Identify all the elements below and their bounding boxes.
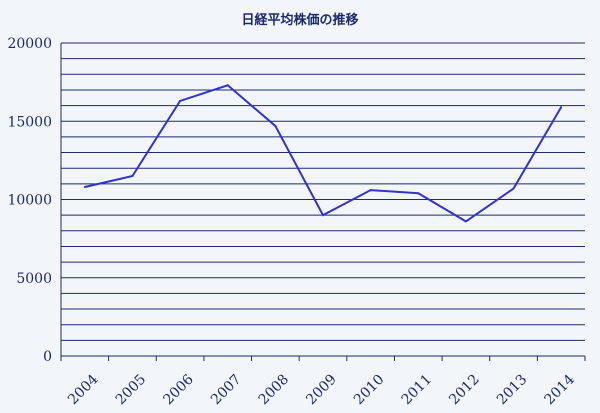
data-point — [226, 84, 229, 87]
data-series — [83, 84, 563, 223]
x-axis-ticks: 2004 2005 2006 2007 2008 2009 2010 2011 2012 2013… — [60, 356, 586, 409]
x-tick-label: 2010 — [351, 372, 388, 409]
data-point — [274, 124, 277, 127]
data-point — [131, 175, 134, 178]
y-tick-label: 15000 — [7, 114, 52, 130]
x-tick-label: 2004 — [65, 371, 102, 408]
grid-lines — [61, 42, 585, 341]
x-tick-label: 2013 — [494, 372, 531, 409]
data-point — [322, 214, 324, 217]
x-tick-label: 2008 — [256, 372, 293, 409]
y-tick-label: 10000 — [7, 193, 52, 209]
axes — [60, 43, 585, 357]
y-tick-label: 5000 — [16, 271, 52, 287]
y-tick-label: 20000 — [7, 36, 52, 52]
y-tick-label: 0 — [43, 349, 52, 365]
data-point — [417, 192, 420, 195]
chart-title: 日経平均株価の推移 — [241, 12, 358, 28]
data-point — [464, 220, 467, 223]
data-point — [179, 99, 182, 102]
x-tick-label: 2009 — [303, 372, 340, 409]
data-point — [83, 185, 86, 188]
data-point — [560, 106, 563, 109]
x-tick-label: 2011 — [399, 372, 436, 409]
x-tick-label: 2012 — [446, 372, 483, 409]
data-point — [512, 187, 515, 190]
y-axis-ticks: 20000 15000 10000 5000 0 — [7, 36, 52, 365]
x-tick-label: 2006 — [160, 371, 197, 408]
data-point — [369, 189, 372, 192]
x-tick-label: 2005 — [113, 372, 150, 409]
x-tick-label: 2014 — [541, 371, 578, 408]
x-tick-label: 2007 — [208, 372, 245, 409]
